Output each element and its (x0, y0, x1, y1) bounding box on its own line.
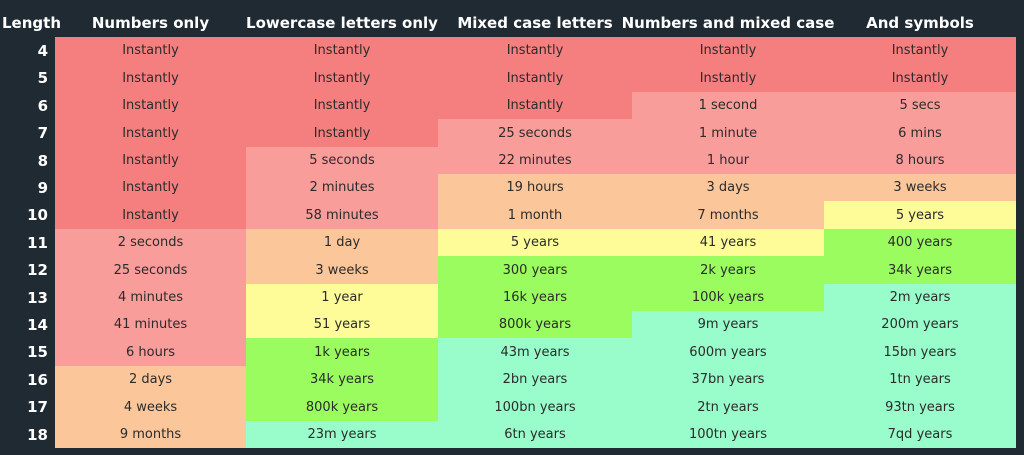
table-cell: 9m years (632, 311, 824, 338)
table-cell: 2 days (55, 366, 246, 393)
table-cell: 6 hours (55, 338, 246, 366)
table-cell: 4 weeks (55, 393, 246, 421)
table-cell: 7qd years (824, 421, 1016, 448)
row-length-label: 14 (27, 315, 48, 334)
table-cell: 3 weeks (824, 174, 1016, 201)
row-length-label: 7 (37, 124, 48, 142)
table-cell: 1 minute (632, 119, 824, 147)
table-cell: 2 seconds (55, 229, 246, 256)
table-cell: 5 seconds (246, 147, 438, 174)
table-cell: Instantly (55, 119, 246, 147)
table-cell: Instantly (438, 37, 632, 64)
row-length-label: 9 (37, 178, 48, 197)
table-cell: 100tn years (632, 421, 824, 448)
table-cell: Instantly (824, 64, 1016, 92)
table-cell: 1 second (632, 92, 824, 119)
table-cell: 2 minutes (246, 174, 438, 201)
table-cell: 1k years (246, 338, 438, 366)
column-header: Lowercase letters only (246, 13, 438, 32)
table-cell: Instantly (246, 92, 438, 119)
table-cell: 800k years (438, 311, 632, 338)
table-cell: 41 years (632, 229, 824, 256)
table-cell: Instantly (55, 174, 246, 201)
row-length-label: 4 (37, 41, 48, 60)
table-cell: 25 seconds (55, 256, 246, 284)
table-cell: Instantly (246, 119, 438, 147)
table-cell: 51 years (246, 311, 438, 338)
table-cell: 2tn years (632, 393, 824, 421)
column-header: Numbers and mixed case (621, 13, 835, 32)
table-cell: Instantly (55, 147, 246, 174)
table-cell: 1 year (246, 284, 438, 311)
table-cell: 9 months (55, 421, 246, 448)
table-cell: 6tn years (438, 421, 632, 448)
row-length-label: 13 (27, 288, 48, 307)
row-length-label: 8 (37, 151, 48, 170)
table-cell: 4 minutes (55, 284, 246, 311)
table-cell: 34k years (246, 366, 438, 393)
table-cell: 16k years (438, 284, 632, 311)
row-length-label: 5 (37, 69, 48, 87)
table-cell: 200m years (824, 311, 1016, 338)
table-cell: 5 secs (824, 92, 1016, 119)
table-cell: 400 years (824, 229, 1016, 256)
table-cell: Instantly (438, 64, 632, 92)
table-cell: 100bn years (438, 393, 632, 421)
row-length-label: 16 (27, 370, 48, 389)
column-header: And symbols (866, 13, 974, 32)
table-cell: 58 minutes (246, 201, 438, 229)
column-header: Numbers only (91, 13, 210, 32)
table-cell: 43m years (438, 338, 632, 366)
table-cell: Instantly (55, 64, 246, 92)
table-cell: 1 month (438, 201, 632, 229)
table-cell: 5 years (438, 229, 632, 256)
table-cell: 1 day (246, 229, 438, 256)
table-cell: 19 hours (438, 174, 632, 201)
table-cell: Instantly (55, 92, 246, 119)
table-cell: 37bn years (632, 366, 824, 393)
column-header: Length (2, 13, 61, 32)
table-cell: 800k years (246, 393, 438, 421)
table-cell: 23m years (246, 421, 438, 448)
table-cell: 41 minutes (55, 311, 246, 338)
table-cell: 2k years (632, 256, 824, 284)
table-cell: Instantly (55, 37, 246, 64)
table-cell: Instantly (824, 37, 1016, 64)
table-cell: 1 hour (632, 147, 824, 174)
table-cell: 3 weeks (246, 256, 438, 284)
table-cell: 100k years (632, 284, 824, 311)
row-length-label: 15 (27, 343, 48, 361)
table-cell: Instantly (246, 64, 438, 92)
table-cell: Instantly (632, 64, 824, 92)
table-cell: Instantly (246, 37, 438, 64)
table-cell: Instantly (55, 201, 246, 229)
table-cell: 34k years (824, 256, 1016, 284)
row-length-label: 18 (27, 425, 48, 444)
table-cell: 2m years (824, 284, 1016, 311)
table-cell: Instantly (438, 92, 632, 119)
table-cell: 93tn years (824, 393, 1016, 421)
table-cell: 1tn years (824, 366, 1016, 393)
table-cell: 6 mins (824, 119, 1016, 147)
row-length-label: 6 (37, 96, 48, 115)
table-cell: 3 days (632, 174, 824, 201)
table-cell: 300 years (438, 256, 632, 284)
row-length-label: 12 (27, 261, 48, 279)
table-cell: 8 hours (824, 147, 1016, 174)
table-cell: 22 minutes (438, 147, 632, 174)
table-cell: 2bn years (438, 366, 632, 393)
table-cell: 5 years (824, 201, 1016, 229)
row-length-label: 10 (27, 206, 48, 224)
row-length-label: 17 (27, 398, 48, 416)
table-cell: Instantly (632, 37, 824, 64)
column-header: Mixed case letters (457, 13, 613, 32)
row-length-label: 11 (27, 233, 48, 252)
table-cell: 15bn years (824, 338, 1016, 366)
table-cell: 600m years (632, 338, 824, 366)
table-cell: 7 months (632, 201, 824, 229)
table-cell: 25 seconds (438, 119, 632, 147)
